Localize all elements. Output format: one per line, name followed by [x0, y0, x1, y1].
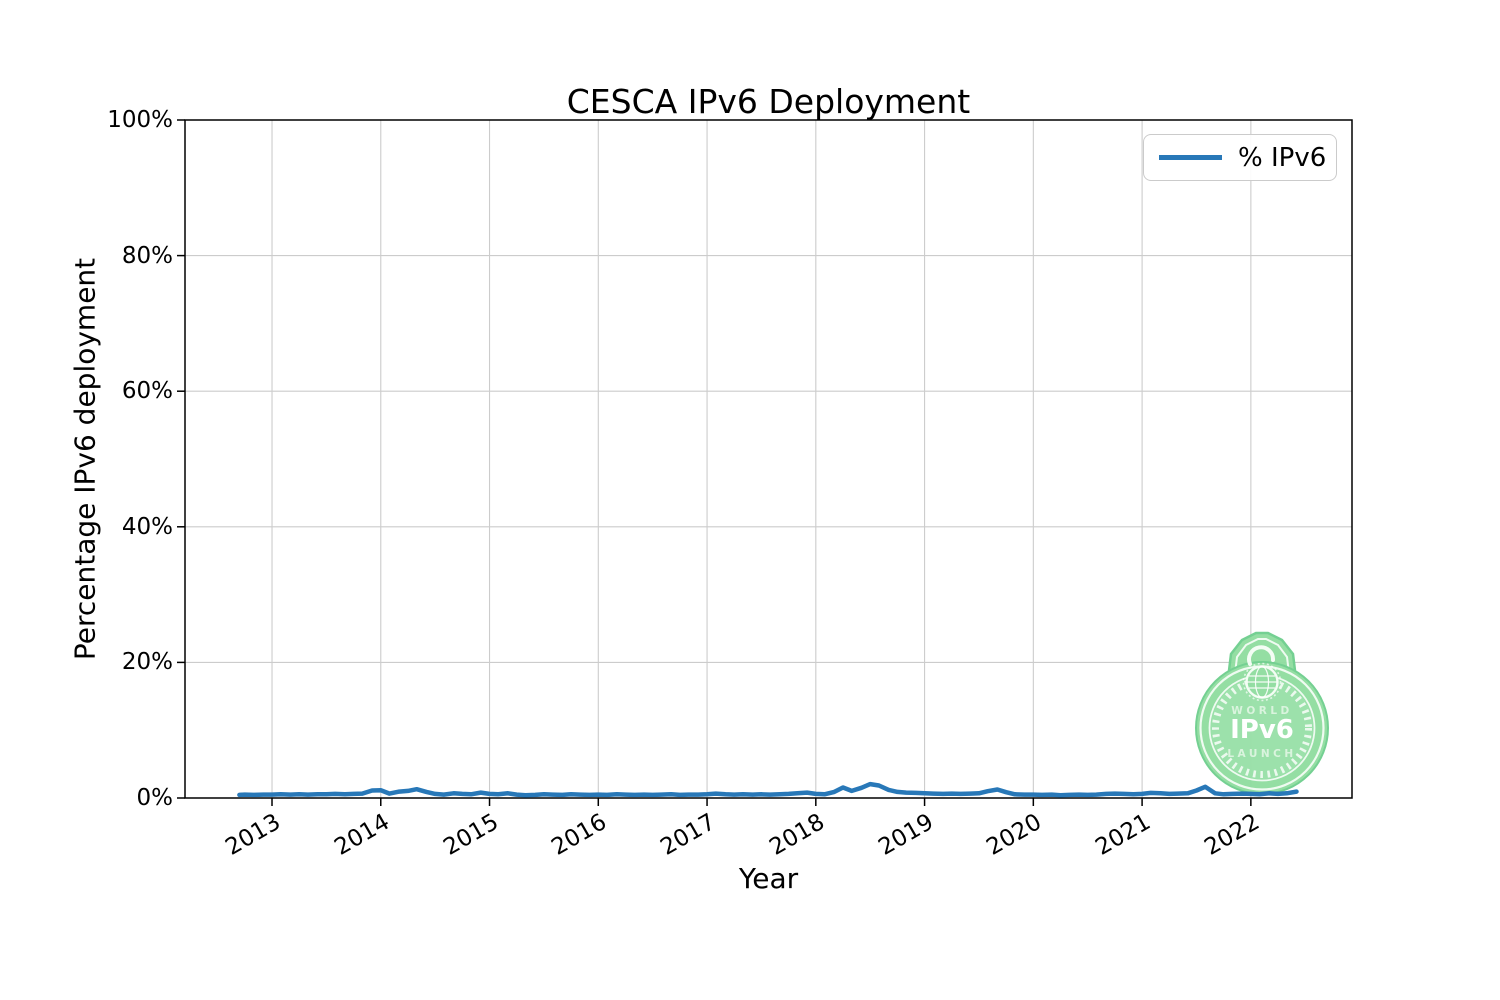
badge-tick-ring	[1212, 678, 1312, 778]
legend-label: % IPv6	[1238, 142, 1327, 173]
legend-line-swatch	[1159, 155, 1222, 160]
ipv6-data-line	[237, 781, 1299, 798]
y-tick-20: 20%	[121, 649, 173, 676]
globe-outer-ring	[1242, 662, 1282, 702]
badge-word-top: WORLD	[1231, 705, 1293, 717]
y-axis-label: Percentage IPv6 deployment	[68, 257, 102, 661]
badge-lock-body-outline	[1230, 638, 1294, 707]
chart-title: CESCA IPv6 Deployment	[566, 82, 971, 121]
gridlines	[185, 119, 1352, 799]
y-tick-60: 60%	[121, 378, 173, 405]
padlock-shackle-icon	[1247, 645, 1275, 666]
legend: % IPv6	[1143, 134, 1337, 181]
plot-border	[184, 119, 1353, 799]
y-tick-40: 40%	[121, 513, 173, 540]
badge-inner-disc	[1211, 677, 1313, 779]
world-ipv6-launch-badge: WORLD IPv6 LAUNCH	[1195, 631, 1329, 795]
badge-word-bottom: LAUNCH	[1227, 748, 1296, 760]
badge-word-main: IPv6	[1230, 715, 1294, 745]
y-tick-100: 100%	[107, 107, 173, 133]
axis-tick-marks	[177, 119, 1252, 806]
x-axis-label: Year	[738, 862, 799, 895]
y-tick-0: 0%	[136, 785, 174, 811]
y-tick-80: 80%	[121, 242, 173, 269]
globe-parallels	[1247, 675, 1277, 689]
